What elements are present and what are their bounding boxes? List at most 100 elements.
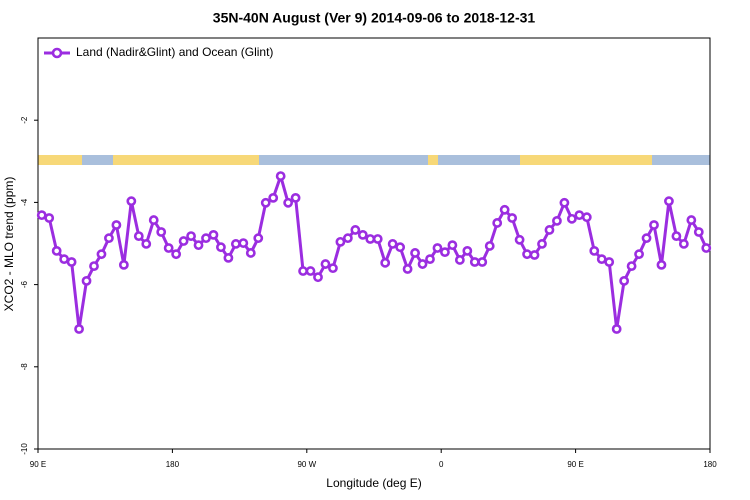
- data-point: [492, 218, 503, 228]
- data-point: [589, 245, 600, 256]
- x-tick-label: 90 E: [567, 460, 583, 469]
- data-point: [290, 192, 301, 203]
- data-point: [626, 261, 637, 272]
- data-point: [372, 234, 383, 244]
- ocean-band: [38, 155, 710, 165]
- x-tick-label: 90 W: [297, 460, 316, 469]
- data-point: [89, 261, 99, 272]
- y-tick-label: -8: [20, 363, 29, 371]
- data-point: [298, 266, 308, 276]
- y-tick-label: -6: [20, 280, 29, 288]
- data-point: [581, 212, 592, 223]
- y-tick-label: -2: [20, 116, 29, 124]
- data-point: [529, 250, 540, 260]
- data-point: [417, 259, 428, 269]
- data-point: [59, 254, 70, 265]
- x-tick-label: 180: [703, 460, 717, 469]
- data-point: [671, 231, 682, 242]
- data-point: [522, 249, 532, 260]
- data-point: [634, 249, 644, 260]
- data-point: [111, 220, 122, 230]
- data-point: [51, 245, 62, 256]
- data-point: [365, 234, 376, 244]
- land-band: [520, 155, 652, 165]
- data-point: [201, 233, 211, 244]
- data-point: [432, 243, 443, 253]
- data-point: [305, 266, 316, 276]
- data-point: [656, 259, 667, 270]
- data-point: [148, 215, 159, 225]
- land-ocean-strip: [38, 155, 710, 165]
- land-band: [113, 155, 259, 165]
- data-point: [156, 227, 167, 237]
- data-point: [410, 248, 420, 258]
- data-point: [484, 241, 495, 251]
- data-point: [163, 243, 174, 253]
- y-tick-label: -10: [20, 443, 29, 455]
- data-point: [425, 254, 435, 265]
- data-point: [514, 234, 525, 245]
- data-point: [395, 242, 406, 253]
- data-point: [283, 197, 294, 208]
- data-point: [357, 229, 368, 240]
- data-point: [268, 192, 279, 203]
- data-point: [104, 233, 114, 244]
- chart-title: 35N-40N August (Ver 9) 2014-09-06 to 201…: [213, 10, 536, 26]
- data-point: [499, 204, 510, 215]
- data-point: [537, 239, 547, 249]
- data-point: [447, 240, 458, 251]
- data-point: [141, 239, 152, 249]
- data-point: [380, 257, 391, 268]
- data-point: [74, 324, 84, 334]
- y-axis-label: XCO2 - MLO trend (ppm): [2, 177, 16, 312]
- data-point: [342, 233, 353, 244]
- y-tick-label: -4: [20, 198, 29, 206]
- data-point: [701, 243, 712, 253]
- data-point: [223, 252, 234, 263]
- data-point: [230, 239, 241, 249]
- data-point: [275, 171, 286, 181]
- data-point: [36, 210, 47, 221]
- data-point: [193, 240, 204, 251]
- data-point: [686, 215, 697, 225]
- data-point: [335, 236, 346, 247]
- data-point: [402, 264, 413, 274]
- data-point: [126, 196, 137, 207]
- data-point: [320, 259, 331, 269]
- data-point: [641, 233, 652, 244]
- x-axis-label: Longitude (deg E): [326, 476, 421, 490]
- data-point: [96, 249, 107, 260]
- plot-frame: [37, 37, 711, 450]
- data-point: [178, 236, 189, 246]
- data-point: [678, 239, 689, 249]
- data-point: [440, 247, 450, 258]
- legend-label: Land (Nadir&Glint) and Ocean (Glint): [76, 45, 273, 59]
- land-band: [38, 155, 82, 165]
- data-point: [649, 220, 659, 230]
- data-point: [208, 229, 219, 240]
- data-point: [604, 257, 615, 267]
- data-point: [566, 213, 577, 224]
- x-tick-label: 180: [166, 460, 180, 469]
- data-point: [507, 213, 518, 223]
- data-point: [693, 227, 704, 237]
- x-tick-label: 90 E: [30, 460, 46, 469]
- data-point: [477, 257, 488, 267]
- data-point: [313, 272, 323, 283]
- data-point: [245, 248, 256, 258]
- data-point: [186, 231, 196, 242]
- data-point: [260, 197, 271, 208]
- x-tick-label: 0: [439, 460, 444, 469]
- data-point: [328, 263, 338, 274]
- data-point: [544, 225, 555, 235]
- data-point: [559, 197, 570, 208]
- data-point: [462, 245, 473, 256]
- data-point: [44, 213, 55, 223]
- data-point: [66, 257, 77, 267]
- data-line: [41, 171, 708, 330]
- data-point: [574, 210, 585, 221]
- data-point: [387, 239, 398, 249]
- data-point: [238, 238, 249, 248]
- data-point: [350, 225, 361, 235]
